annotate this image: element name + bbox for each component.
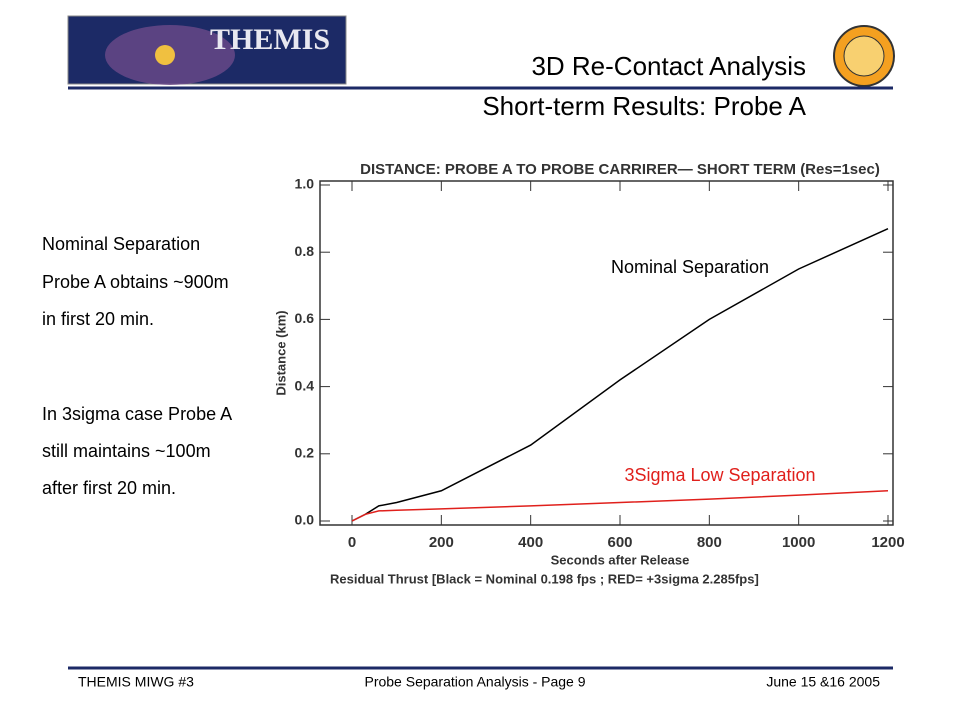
footer-right: June 15 &16 2005 — [766, 674, 880, 690]
note-line: In 3sigma case Probe A — [42, 404, 232, 424]
note-line: after first 20 min. — [42, 478, 176, 498]
x-tick-label: 1200 — [871, 534, 904, 551]
y-tick-label: 0.2 — [295, 445, 315, 461]
series-line — [351, 490, 889, 522]
x-tick-label: 800 — [697, 534, 722, 551]
y-tick-label: 0.4 — [295, 377, 315, 393]
note-line: Nominal Separation — [42, 234, 200, 254]
slide-subtitle: Short-term Results: Probe A — [482, 91, 806, 121]
x-axis-label: Seconds after Release — [551, 552, 690, 567]
footer-left: THEMIS MIWG #3 — [78, 674, 194, 690]
logo-text: THEMIS — [210, 23, 330, 56]
y-tick-label: 0.8 — [295, 243, 315, 259]
plot-frame — [319, 180, 894, 526]
x-tick-label: 600 — [607, 534, 632, 551]
notes: Nominal Separation Probe A obtains ~900m i… — [42, 234, 232, 498]
series-annotation: 3Sigma Low Separation — [624, 465, 815, 485]
y-axis-label: Distance (km) — [273, 310, 288, 395]
y-tick-label: 1.0 — [295, 176, 315, 192]
x-tick-label: 200 — [429, 534, 454, 551]
footnote: Residual Thrust [Black = Nominal 0.198 f… — [330, 571, 759, 586]
chart: DISTANCE: PROBE A TO PROBE CARRIRER— SHO… — [273, 161, 904, 586]
note-line: in first 20 min. — [42, 309, 154, 329]
footer-center: Probe Separation Analysis - Page 9 — [364, 674, 585, 690]
badge — [833, 25, 895, 87]
x-tick-label: 1000 — [782, 534, 815, 551]
series-annotation: Nominal Separation — [611, 257, 769, 277]
y-tick-label: 0.0 — [295, 512, 315, 528]
x-tick-label: 0 — [348, 534, 356, 551]
note-line: Probe A obtains ~900m — [42, 272, 229, 292]
note-line: still maintains ~100m — [42, 441, 211, 461]
chart-title: DISTANCE: PROBE A TO PROBE CARRIRER— SHO… — [360, 161, 880, 178]
series-line — [351, 227, 889, 522]
x-tick-label: 400 — [518, 534, 543, 551]
badge-inner — [843, 35, 885, 77]
slide-title: 3D Re-Contact Analysis — [531, 51, 806, 81]
logo: THEMIS — [67, 15, 347, 85]
y-tick-label: 0.6 — [295, 310, 315, 326]
logo-earth — [155, 45, 175, 65]
